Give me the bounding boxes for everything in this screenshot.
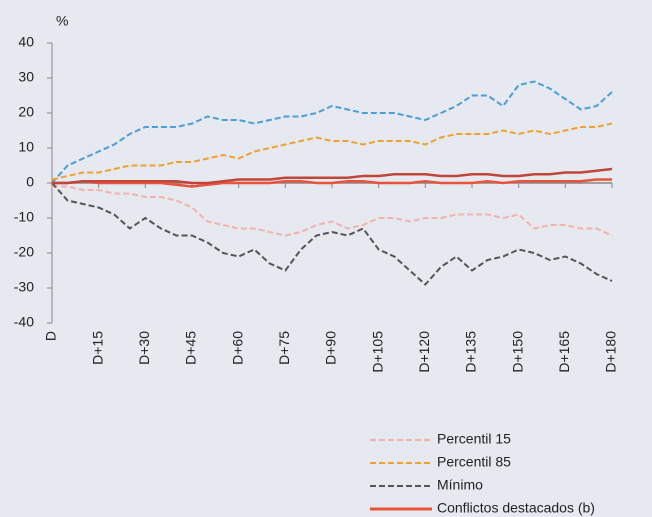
series-line: [51, 80, 613, 184]
legend-label: Percentil 85: [437, 454, 511, 470]
x-tick-label: D+105: [369, 331, 385, 373]
y-tick-label: 20: [18, 104, 34, 120]
y-tick-label: -10: [14, 209, 34, 225]
x-tick-label: D+75: [276, 331, 292, 365]
series-line: [51, 182, 613, 286]
series-line: [52, 178, 612, 188]
y-tick-label: 30: [18, 69, 34, 85]
x-tick-label: D+60: [229, 331, 245, 365]
y-tick-label: 40: [18, 34, 34, 50]
legend-label: Mínimo: [437, 477, 483, 493]
x-tick-label: D+90: [323, 331, 339, 365]
y-axis-label: %: [56, 13, 68, 29]
x-tick-label: D+165: [556, 331, 572, 373]
series-line: [52, 167, 613, 185]
x-tick-label: D+150: [509, 331, 525, 373]
legend-label: Percentil 15: [437, 431, 511, 447]
y-tick-label: -30: [14, 279, 34, 295]
x-tick-label: D+30: [136, 331, 152, 365]
legend-label: Conflictos destacados (b): [437, 500, 595, 516]
x-tick-label: D+180: [603, 331, 619, 373]
series-line: [52, 185, 613, 237]
y-tick-label: 10: [18, 139, 34, 155]
x-tick-label: D+15: [89, 331, 105, 365]
x-tick-label: D: [43, 331, 59, 341]
y-tick-label: -40: [14, 314, 34, 330]
y-tick-label: 0: [26, 174, 34, 190]
y-tick-label: -20: [14, 244, 34, 260]
x-tick-label: D+120: [416, 331, 432, 373]
series-line: [51, 122, 613, 181]
x-tick-label: D+45: [183, 331, 199, 365]
x-tick-label: D+135: [463, 331, 479, 373]
